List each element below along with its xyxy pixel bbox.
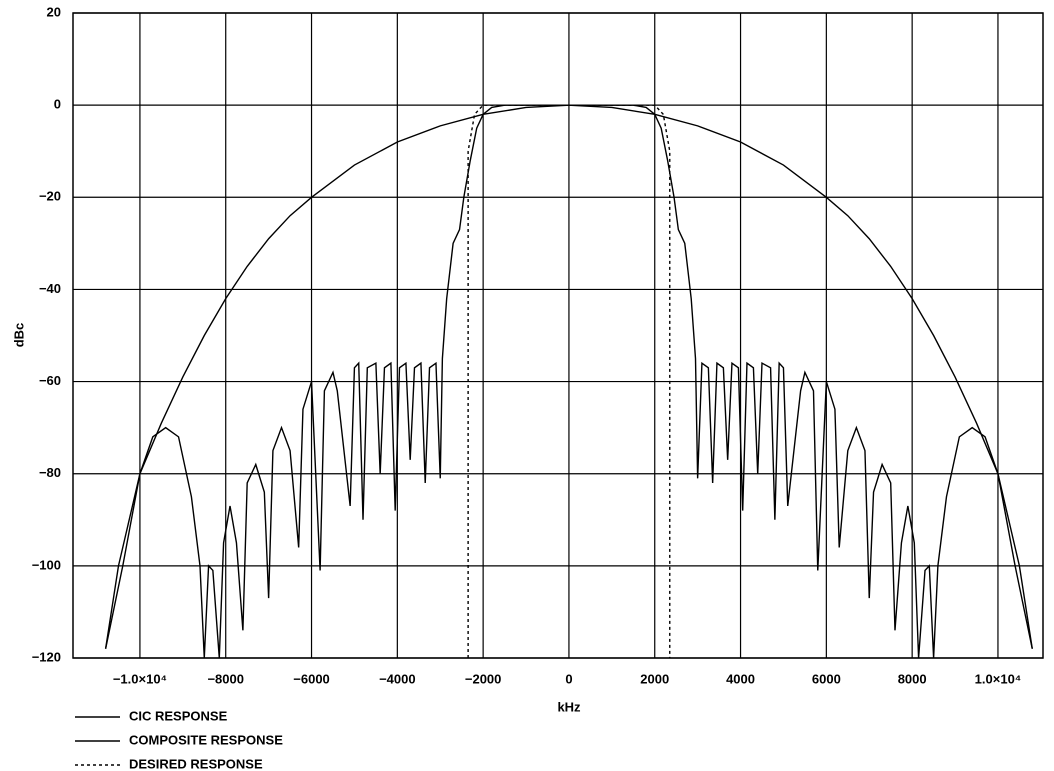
x-tick-label: 4000	[726, 671, 755, 686]
x-tick-label: 8000	[898, 671, 927, 686]
legend-label: COMPOSITE RESPONSE	[129, 732, 283, 747]
series-line	[467, 104, 671, 658]
y-tick-label: −40	[39, 281, 61, 296]
x-axis-label: kHz	[557, 699, 581, 714]
x-tick-label: 6000	[812, 671, 841, 686]
y-tick-label: 20	[47, 4, 61, 19]
x-tick-label: 2000	[640, 671, 669, 686]
y-tick-label: −100	[32, 557, 61, 572]
x-tick-label: −6000	[293, 671, 330, 686]
x-tick-label: −2000	[465, 671, 502, 686]
x-tick-label: 0	[565, 671, 572, 686]
x-tick-label: −8000	[207, 671, 244, 686]
plot-frame	[72, 12, 1044, 659]
legend-label: CIC RESPONSE	[129, 708, 228, 723]
x-tick-label: −4000	[379, 671, 416, 686]
legend-label: DESIRED RESPONSE	[129, 756, 263, 771]
y-tick-label: −120	[32, 649, 61, 664]
y-tick-label: −80	[39, 465, 61, 480]
y-axis-label: dBc	[11, 323, 26, 348]
y-tick-label: −60	[39, 373, 61, 388]
x-tick-label: 1.0×10⁴	[975, 671, 1022, 686]
x-tick-label: −1.0×10⁴	[113, 671, 167, 686]
y-tick-label: −20	[39, 189, 61, 204]
y-tick-label: 0	[54, 97, 61, 112]
